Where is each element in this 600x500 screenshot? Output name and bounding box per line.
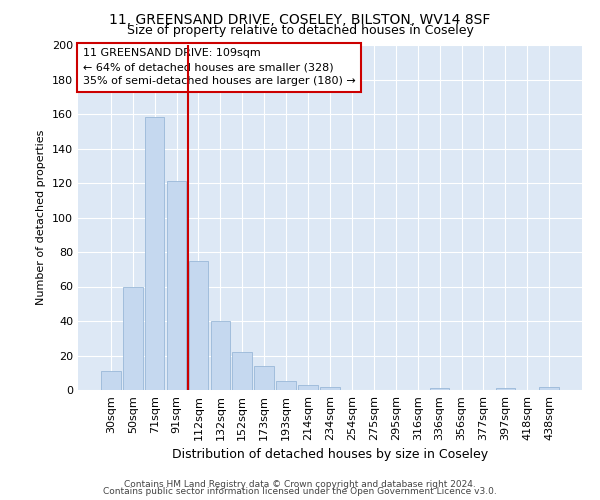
Bar xyxy=(167,182,187,390)
Bar xyxy=(276,382,296,390)
Bar xyxy=(123,286,143,390)
Text: Size of property relative to detached houses in Coseley: Size of property relative to detached ho… xyxy=(127,24,473,37)
Text: Contains HM Land Registry data © Crown copyright and database right 2024.: Contains HM Land Registry data © Crown c… xyxy=(124,480,476,489)
X-axis label: Distribution of detached houses by size in Coseley: Distribution of detached houses by size … xyxy=(172,448,488,461)
Bar xyxy=(145,118,164,390)
Text: Contains public sector information licensed under the Open Government Licence v3: Contains public sector information licen… xyxy=(103,488,497,496)
Bar xyxy=(211,321,230,390)
Text: 11, GREENSAND DRIVE, COSELEY, BILSTON, WV14 8SF: 11, GREENSAND DRIVE, COSELEY, BILSTON, W… xyxy=(109,12,491,26)
Bar xyxy=(188,260,208,390)
Bar xyxy=(232,352,252,390)
Bar xyxy=(254,366,274,390)
Bar xyxy=(496,388,515,390)
Y-axis label: Number of detached properties: Number of detached properties xyxy=(37,130,46,305)
Text: 11 GREENSAND DRIVE: 109sqm
← 64% of detached houses are smaller (328)
35% of sem: 11 GREENSAND DRIVE: 109sqm ← 64% of deta… xyxy=(83,48,356,86)
Bar xyxy=(430,388,449,390)
Bar xyxy=(101,371,121,390)
Bar xyxy=(298,385,318,390)
Bar xyxy=(320,386,340,390)
Bar xyxy=(539,386,559,390)
